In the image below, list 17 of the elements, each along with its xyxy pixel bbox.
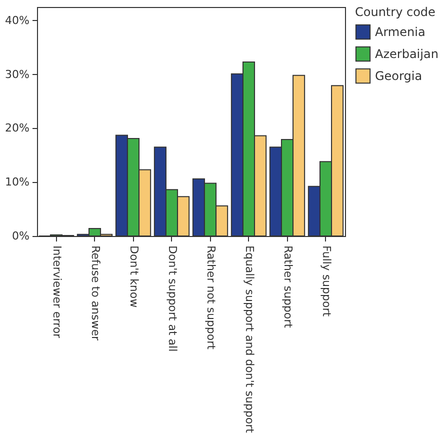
legend-title: Country code bbox=[355, 5, 436, 19]
y-tick-label: 40% bbox=[5, 14, 30, 27]
y-tick-label: 30% bbox=[5, 68, 30, 81]
x-tick-label: Don't support at all bbox=[166, 246, 179, 352]
y-tick-label: 20% bbox=[5, 122, 30, 135]
x-tick-label: Fully support bbox=[320, 246, 333, 318]
x-tick-label: Don't know bbox=[127, 246, 140, 308]
x-tick-label: Equally support and don't support bbox=[242, 246, 256, 434]
legend-label: Georgia bbox=[375, 69, 422, 83]
y-tick-label: 0% bbox=[12, 230, 30, 242]
legend-label: Armenia bbox=[375, 25, 426, 39]
x-tick-label: Interviewer error bbox=[50, 246, 64, 339]
x-tick-label: Refuse to answer bbox=[88, 246, 102, 342]
x-tick-label: Rather not support bbox=[204, 246, 218, 350]
y-tick-label: 10% bbox=[5, 176, 30, 189]
legend-label: Azerbaijan bbox=[375, 47, 438, 61]
x-tick-label: Rather support bbox=[281, 246, 294, 329]
